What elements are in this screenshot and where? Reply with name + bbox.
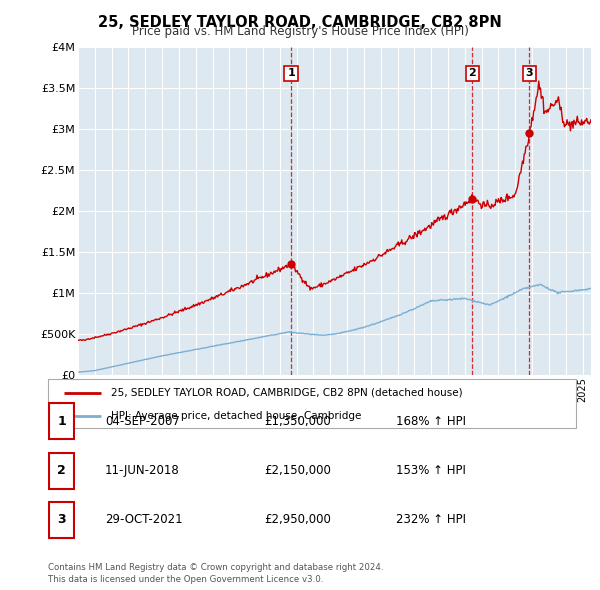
Text: 232% ↑ HPI: 232% ↑ HPI xyxy=(396,513,466,526)
Text: 25, SEDLEY TAYLOR ROAD, CAMBRIDGE, CB2 8PN (detached house): 25, SEDLEY TAYLOR ROAD, CAMBRIDGE, CB2 8… xyxy=(112,388,463,398)
Text: 3: 3 xyxy=(526,68,533,78)
Text: 2: 2 xyxy=(57,464,66,477)
Text: 3: 3 xyxy=(57,513,66,526)
Text: 25, SEDLEY TAYLOR ROAD, CAMBRIDGE, CB2 8PN: 25, SEDLEY TAYLOR ROAD, CAMBRIDGE, CB2 8… xyxy=(98,15,502,30)
Text: 153% ↑ HPI: 153% ↑ HPI xyxy=(396,464,466,477)
Text: Contains HM Land Registry data © Crown copyright and database right 2024.: Contains HM Land Registry data © Crown c… xyxy=(48,563,383,572)
Text: £1,350,000: £1,350,000 xyxy=(264,415,331,428)
Text: 11-JUN-2018: 11-JUN-2018 xyxy=(105,464,180,477)
Text: 04-SEP-2007: 04-SEP-2007 xyxy=(105,415,180,428)
Text: Price paid vs. HM Land Registry's House Price Index (HPI): Price paid vs. HM Land Registry's House … xyxy=(131,25,469,38)
FancyBboxPatch shape xyxy=(48,379,576,428)
Text: This data is licensed under the Open Government Licence v3.0.: This data is licensed under the Open Gov… xyxy=(48,575,323,584)
Text: 1: 1 xyxy=(287,68,295,78)
Text: 168% ↑ HPI: 168% ↑ HPI xyxy=(396,415,466,428)
Text: 1: 1 xyxy=(57,415,66,428)
FancyBboxPatch shape xyxy=(49,403,74,440)
Text: 2: 2 xyxy=(469,68,476,78)
Text: £2,150,000: £2,150,000 xyxy=(264,464,331,477)
FancyBboxPatch shape xyxy=(49,453,74,489)
FancyBboxPatch shape xyxy=(49,502,74,538)
Text: £2,950,000: £2,950,000 xyxy=(264,513,331,526)
Text: HPI: Average price, detached house, Cambridge: HPI: Average price, detached house, Camb… xyxy=(112,411,362,421)
Text: 29-OCT-2021: 29-OCT-2021 xyxy=(105,513,182,526)
